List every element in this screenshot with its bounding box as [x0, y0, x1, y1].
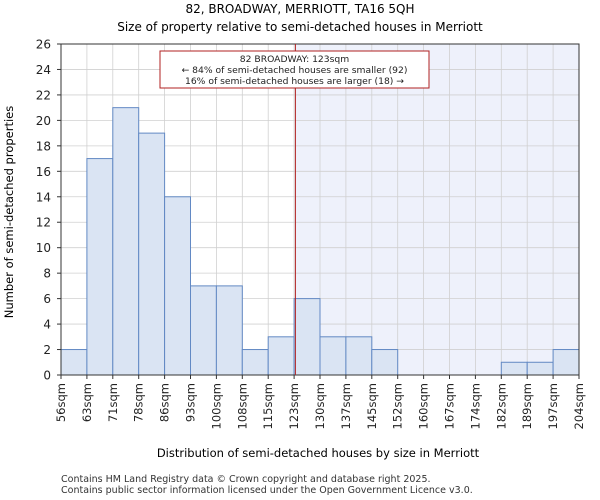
y-tick-label: 26 — [36, 38, 51, 52]
bar — [500, 361, 528, 376]
bar — [138, 132, 166, 376]
bar — [215, 285, 243, 376]
bar — [345, 336, 373, 376]
bar — [552, 349, 580, 376]
bar — [241, 349, 269, 376]
bar — [190, 285, 217, 376]
x-axis-label: Distribution of semi-detached houses by … — [157, 446, 480, 460]
x-tick-label: 56sqm — [54, 383, 68, 422]
bar — [267, 336, 295, 376]
y-tick-label: 18 — [36, 139, 51, 153]
x-tick-label: 123sqm — [287, 383, 301, 429]
y-tick-label: 12 — [36, 216, 51, 230]
y-tick-label: 10 — [36, 241, 51, 255]
x-tick-label: 152sqm — [391, 383, 405, 429]
y-tick-label: 2 — [43, 343, 51, 357]
footer-copyright: Contains HM Land Registry data © Crown c… — [61, 474, 431, 485]
bar — [112, 107, 140, 376]
bar — [526, 361, 554, 376]
highlight-region — [295, 44, 579, 375]
bar — [293, 298, 321, 376]
chart-subtitle: Size of property relative to semi-detach… — [117, 20, 483, 34]
x-tick-label: 145sqm — [365, 383, 379, 429]
x-tick-label: 174sqm — [468, 383, 482, 429]
annotation-line-3: 16% of semi-detached houses are larger (… — [185, 76, 404, 87]
bar — [60, 349, 88, 376]
bar — [86, 158, 114, 376]
x-tick-label: 130sqm — [313, 383, 327, 429]
y-tick-label: 16 — [36, 165, 51, 179]
x-tick-label: 71sqm — [106, 383, 120, 422]
y-tick-label: 24 — [36, 63, 51, 77]
y-tick-label: 6 — [43, 292, 51, 306]
x-tick-label: 115sqm — [261, 383, 275, 429]
y-tick-label: 0 — [43, 369, 51, 383]
y-tick-label: 14 — [36, 190, 51, 204]
y-tick-label: 4 — [43, 318, 51, 332]
x-tick-label: 63sqm — [80, 383, 94, 422]
chart-title: 82, BROADWAY, MERRIOTT, TA16 5QH — [185, 2, 414, 16]
y-axis-label: Number of semi-detached properties — [2, 106, 16, 318]
y-tick-label: 8 — [43, 267, 51, 281]
histogram-chart: 82, BROADWAY, MERRIOTT, TA16 5QH Size of… — [2, 2, 586, 460]
x-tick-label: 204sqm — [572, 383, 586, 429]
x-tick-label: 93sqm — [184, 383, 198, 422]
x-tick-label: 197sqm — [546, 383, 560, 429]
bar — [164, 196, 192, 376]
x-tick-label: 108sqm — [235, 383, 249, 429]
x-tick-label: 100sqm — [209, 383, 223, 429]
x-tick-label: 182sqm — [494, 383, 508, 429]
x-tick-label: 167sqm — [443, 383, 457, 429]
y-tick-label: 20 — [36, 114, 51, 128]
x-tick-label: 86sqm — [158, 383, 172, 422]
y-tick-label: 22 — [36, 88, 51, 102]
x-tick-label: 78sqm — [132, 383, 146, 422]
annotation-line-2: ← 84% of semi-detached houses are smalle… — [182, 65, 408, 76]
bar — [371, 349, 399, 376]
annotation-box — [159, 50, 430, 89]
bar — [319, 336, 347, 376]
annotation-line-1: 82 BROADWAY: 123sqm — [240, 54, 349, 65]
x-tick-label: 189sqm — [520, 383, 534, 429]
x-tick-label: 137sqm — [339, 383, 353, 429]
x-tick-label: 160sqm — [417, 383, 431, 429]
footer-licence: Contains public sector information licen… — [61, 485, 473, 496]
